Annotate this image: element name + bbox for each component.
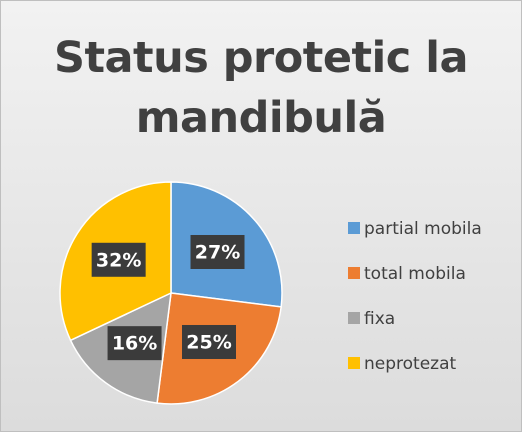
data-label: 27% — [195, 241, 240, 263]
legend-swatch — [348, 267, 360, 279]
data-label-box — [107, 326, 162, 361]
legend-swatch — [348, 312, 360, 324]
legend-label: total mobila — [364, 264, 466, 284]
data-label: 25% — [186, 331, 231, 353]
legend-label: fixa — [364, 309, 395, 329]
legend-label: partial mobila — [364, 219, 482, 239]
data-label: 32% — [96, 249, 141, 271]
legend-swatch — [348, 222, 360, 234]
data-label-box — [190, 234, 245, 269]
data-label-box — [182, 324, 237, 359]
data-label-box — [91, 242, 146, 277]
chart-title: Status protetic la mandibulă — [53, 33, 469, 143]
data-label: 16% — [112, 333, 157, 355]
legend-label: neprotezat — [364, 354, 457, 374]
legend-swatch — [348, 357, 360, 369]
